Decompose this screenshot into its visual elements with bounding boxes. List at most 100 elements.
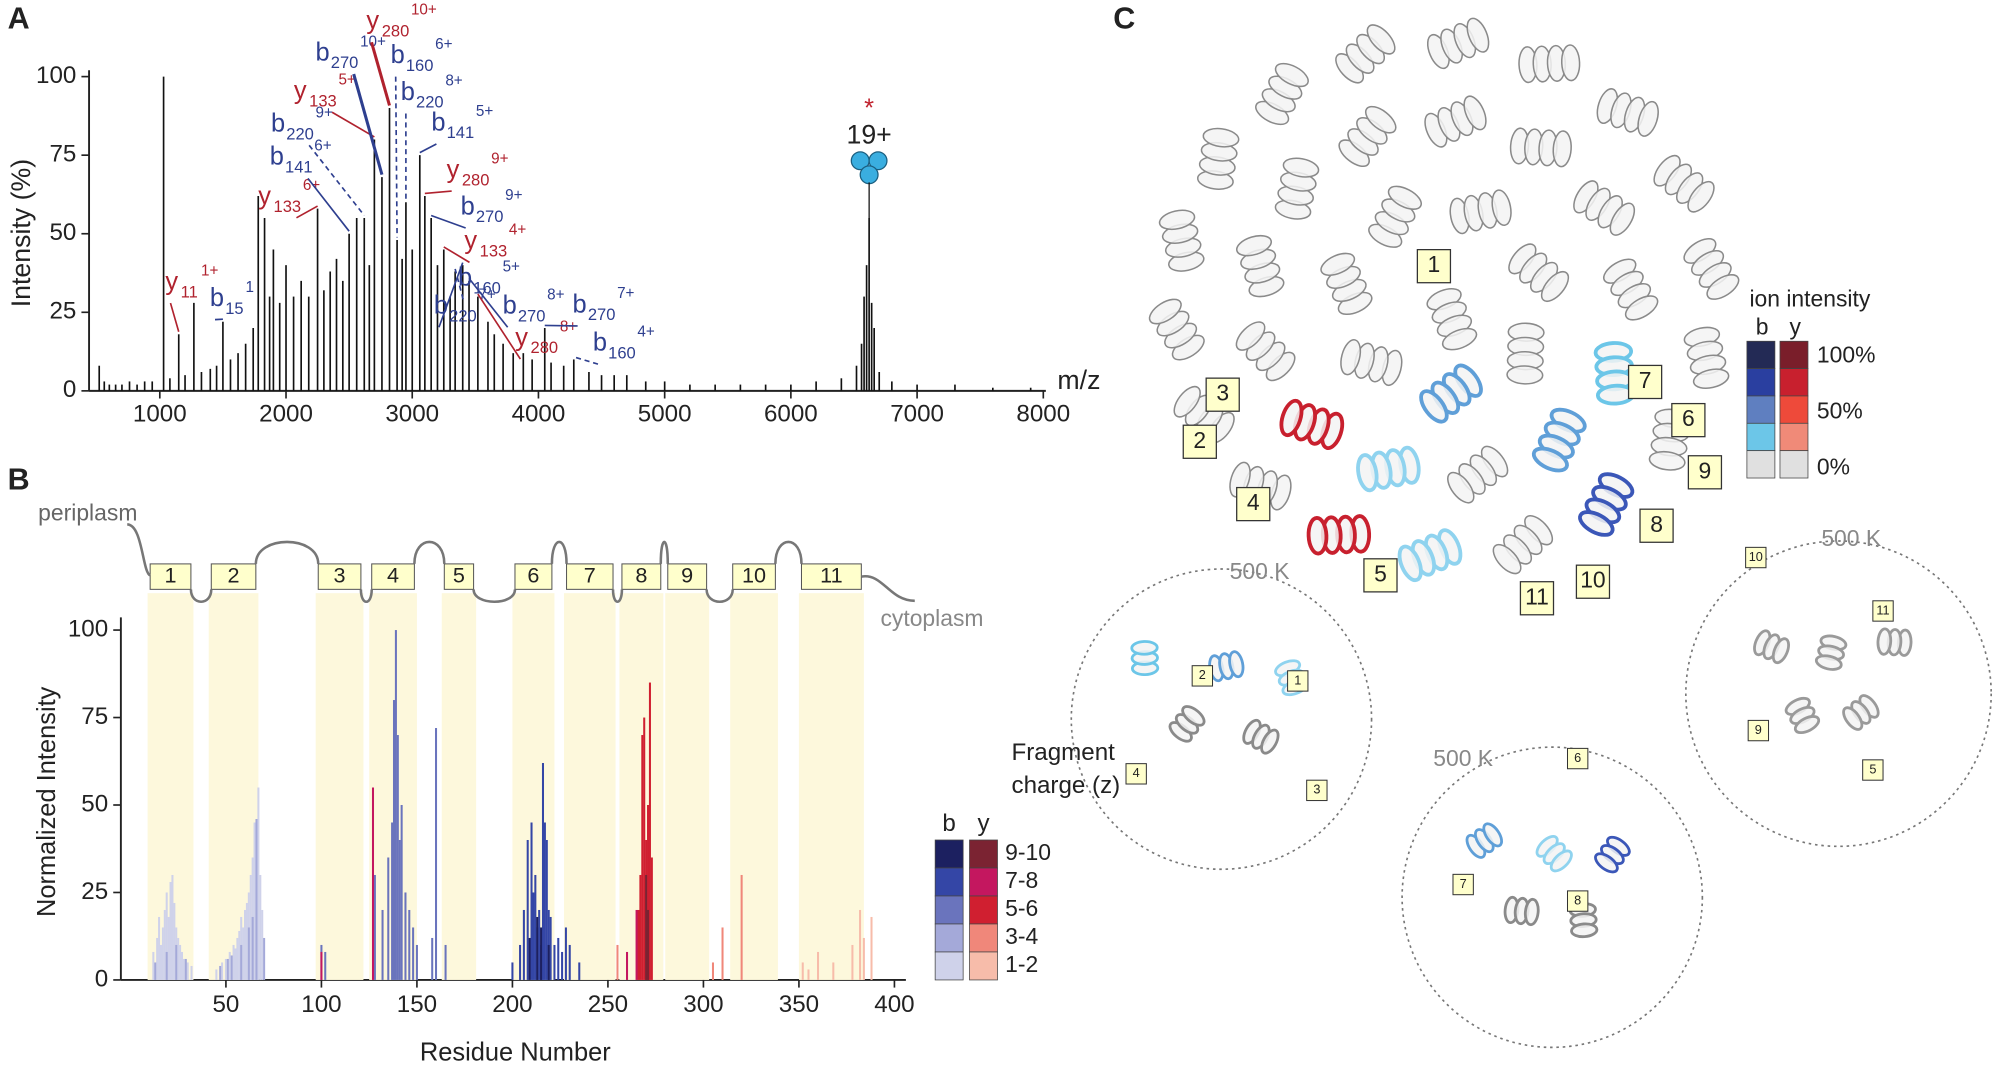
inset-label-box [1125,763,1147,785]
inset-circle [1684,540,1993,848]
ion-leader [331,111,375,138]
inset-label: 9 [1755,722,1762,737]
fragment-bar [381,909,384,980]
helix-label-box [1671,402,1706,438]
ion-index: 160 [608,343,636,362]
helix-ribbon [1235,321,1266,351]
fragment-bar [255,819,258,980]
ion-leader [394,76,398,238]
fragment-bar [870,916,873,980]
helix-box [732,563,776,590]
ion-label: b [431,108,445,136]
legend-level: 50% [1817,398,1863,424]
inset-label-box [1745,546,1767,569]
helix-box [667,563,708,590]
legend-swatch [969,923,998,953]
fragment-bar [564,927,567,980]
ion-index: 133 [480,242,508,261]
legend-level: 0% [1817,454,1850,480]
helix-ribbon [1706,274,1740,300]
helix-ribbon [1876,627,1893,656]
helix-ribbon [1279,398,1304,438]
fragment-bar [259,874,262,980]
ion-index: 270 [518,306,546,325]
y-tick-label: 75 [81,703,108,730]
legend-title: charge (z) [1011,772,1120,799]
helix-box [210,563,257,590]
x-tick-label: 2000 [259,400,313,427]
y-tick-label: 0 [63,376,76,403]
fragment-bar [177,937,180,980]
ion-index: 133 [274,197,302,216]
legend-column: b [942,810,955,837]
helix-ribbon [1320,252,1356,277]
fragment-bar [408,909,411,980]
fragment-bar [249,874,252,980]
ion-charge: 1+ [201,262,218,279]
helix-label: 1 [1428,251,1441,277]
ion-index: 280 [531,338,559,357]
inset-label: 3 [1313,782,1320,797]
helix-label-box [1205,377,1240,412]
legend-swatch [934,951,964,981]
helix-label-box [1236,486,1271,522]
inset-circle [1070,568,1373,871]
helix-ribbon [1387,185,1422,210]
fragment-bar [532,892,535,980]
inset-label-box [1191,665,1214,687]
helix-label-box [1687,455,1723,490]
ion-index: 141 [285,158,313,177]
fragment-bar [549,916,552,980]
fragment-bar [158,916,161,980]
ion-charge: 4+ [509,222,526,239]
ion-leader [370,41,391,106]
helix-ribbon [1466,17,1490,53]
legend-swatch [1779,450,1809,479]
helix-ribbon [1447,471,1475,504]
x-axis-label: Residue Number [420,1038,611,1066]
fragment-bar [711,962,714,980]
ion-charge: 7+ [478,286,495,303]
helix-ribbon [1578,510,1615,537]
ion-leader [430,214,466,229]
y-axis-label: Normalized Intensity [33,686,61,917]
fragment-bar [165,951,168,980]
fragment-bar [534,874,537,980]
helix-ribbon [1130,640,1159,656]
legend-title: ion intensity [1749,286,1870,312]
fragment-bar [511,962,514,980]
fragment-bar [221,962,224,980]
legend-level: 100% [1817,342,1876,368]
fragment-bar [862,937,865,980]
fragment-bar [637,909,640,980]
fragment-bar [444,944,447,980]
ion-label: b [210,284,224,312]
helix-region [563,593,616,980]
ion-label: b [573,290,587,318]
fragment-bar [400,805,403,980]
legend-column: y [1790,314,1802,340]
helix-ribbon [1793,715,1821,735]
helix-box [566,563,614,590]
helix-ribbon [1552,130,1572,168]
ion-charge: 8+ [547,286,564,303]
fragment-bar [387,857,390,980]
ion-index: 220 [416,93,444,112]
helix-region [441,593,477,980]
ion-label: y [165,267,178,295]
legend-swatch [1779,368,1809,397]
fragment-bar [547,944,550,980]
fragment-bar [156,937,159,980]
inset-label-box [1872,600,1894,622]
ion-label: b [316,38,330,66]
ion-index: 133 [309,91,337,110]
fragment-bar [396,735,399,980]
fragment-bar [263,937,266,980]
helix-ribbon [1397,544,1423,583]
fragment-bar [236,937,239,980]
fragment-bar [215,969,218,980]
ion-label: y [447,155,460,183]
helix-label: 2 [228,562,240,587]
fragment-bar [647,805,650,980]
